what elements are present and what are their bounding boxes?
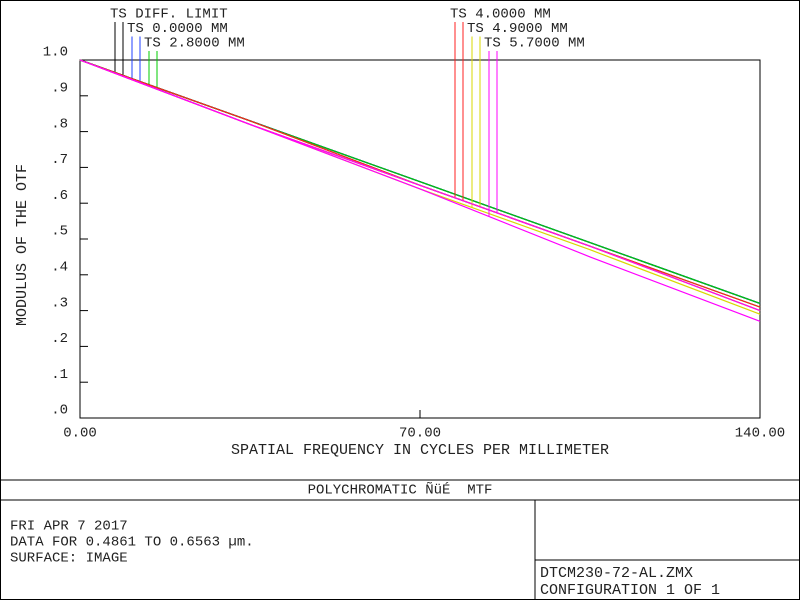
file-name: DTCM230-72-AL.ZMX — [540, 565, 693, 582]
y-tick-label: .8 — [51, 116, 68, 132]
x-axis-label: SPATIAL FREQUENCY IN CYCLES PER MILLIMET… — [231, 442, 609, 459]
legend-label: TS 4.9000 MM — [467, 21, 568, 37]
y-tick-label: .9 — [51, 81, 68, 97]
legend-label: TS 5.7000 MM — [484, 36, 585, 52]
x-tick-label: 0.00 — [63, 426, 97, 442]
y-tick-label: .0 — [51, 403, 68, 419]
legend-label: TS 0.0000 MM — [127, 21, 228, 37]
y-tick-label: .1 — [51, 367, 68, 383]
footer-line: SURFACE: IMAGE — [10, 551, 128, 567]
y-tick-label: .5 — [51, 224, 68, 240]
configuration: CONFIGURATION 1 OF 1 — [540, 582, 720, 599]
y-tick-label: .6 — [51, 188, 68, 204]
legend-label: TS 2.8000 MM — [144, 36, 245, 52]
legend-label: TS 4.0000 MM — [450, 7, 551, 23]
series-line — [79, 59, 761, 308]
footer-line: DATA FOR 0.4861 TO 0.6563 µm. — [10, 535, 254, 551]
plot-frame — [79, 59, 761, 419]
legend-label: TS DIFF. LIMIT — [110, 7, 228, 23]
y-tick-label: 1.0 — [43, 45, 68, 61]
y-tick-label: .7 — [51, 152, 68, 168]
y-tick-label: .3 — [51, 295, 68, 311]
y-tick-label: .2 — [51, 331, 68, 347]
y-axis-label: MODULUS OF THE OTF — [14, 164, 31, 326]
series-line — [79, 59, 761, 312]
footer-line: FRI APR 7 2017 — [10, 519, 128, 535]
y-tick-label: .4 — [51, 260, 68, 276]
x-tick-label: 70.00 — [399, 426, 441, 442]
x-tick-label: 140.00 — [735, 426, 785, 442]
footer-title: POLYCHROMATIC ÑüÉ MTF — [308, 481, 493, 499]
